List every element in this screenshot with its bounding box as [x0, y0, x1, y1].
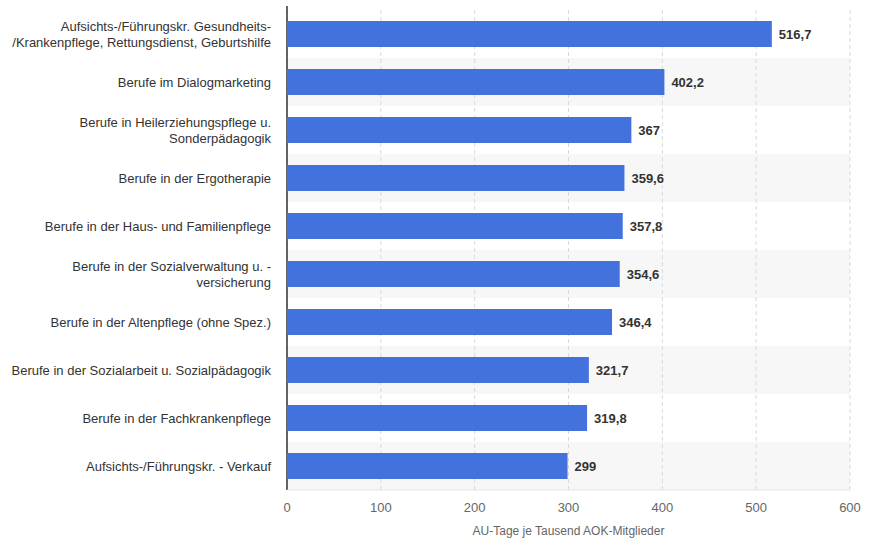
grid-line	[850, 10, 851, 490]
category-label: Aufsichts-/Führungskr. Gesundheits-/Kran…	[12, 19, 271, 50]
data-label: 346,4	[619, 315, 652, 330]
bars	[287, 21, 772, 479]
value-axis	[287, 490, 850, 491]
tick-label: 200	[464, 500, 486, 515]
bar	[287, 405, 587, 431]
bar	[287, 165, 624, 191]
category-label: Berufe in der Ergotherapie	[119, 171, 271, 186]
bar	[287, 69, 664, 95]
category-label: Aufsichts-/Führungskr. - Verkauf	[86, 459, 271, 474]
category-label: Berufe in Heilerziehungspflege u.Sonderp…	[79, 115, 271, 146]
bar	[287, 261, 620, 287]
data-label: 321,7	[596, 363, 629, 378]
tick-label: 300	[558, 500, 580, 515]
data-label: 299	[575, 459, 597, 474]
data-label: 367	[638, 123, 660, 138]
row-stripe	[287, 58, 850, 106]
tick-label: 0	[283, 500, 290, 515]
chart-container: 0 100 200 300 400 500 600 516,7 402,2 367 359,6 357…	[0, 0, 872, 546]
tick-label: 100	[370, 500, 392, 515]
tick-label: 500	[745, 500, 767, 515]
bar	[287, 357, 589, 383]
data-label: 354,6	[627, 267, 660, 282]
data-label: 402,2	[671, 75, 704, 90]
bar	[287, 21, 772, 47]
category-label: Berufe in der Sozialverwaltung u. -versi…	[72, 259, 271, 290]
bar	[287, 117, 631, 143]
tick-label: 600	[839, 500, 861, 515]
grid-line	[756, 10, 757, 490]
data-label: 359,6	[631, 171, 664, 186]
axis-title: AU-Tage je Tausend AOK-Mitglieder	[473, 524, 665, 538]
data-label: 319,8	[594, 411, 627, 426]
chart: 0 100 200 300 400 500 600 516,7 402,2 367 359,6 357…	[0, 0, 872, 546]
bar	[287, 213, 623, 239]
data-label: 357,8	[630, 219, 663, 234]
category-label: Berufe im Dialogmarketing	[118, 75, 271, 90]
category-label: Berufe in der Altenpflege (ohne Spez.)	[51, 315, 271, 330]
bar	[287, 309, 612, 335]
category-label: Berufe in der Haus- und Familienpflege	[45, 219, 271, 234]
tick-label: 400	[651, 500, 673, 515]
category-label: Berufe in der Fachkrankenpflege	[82, 411, 271, 426]
data-label: 516,7	[779, 27, 812, 42]
category-label: Berufe in der Sozialarbeit u. Sozialpäda…	[12, 363, 272, 378]
bar	[287, 453, 568, 479]
